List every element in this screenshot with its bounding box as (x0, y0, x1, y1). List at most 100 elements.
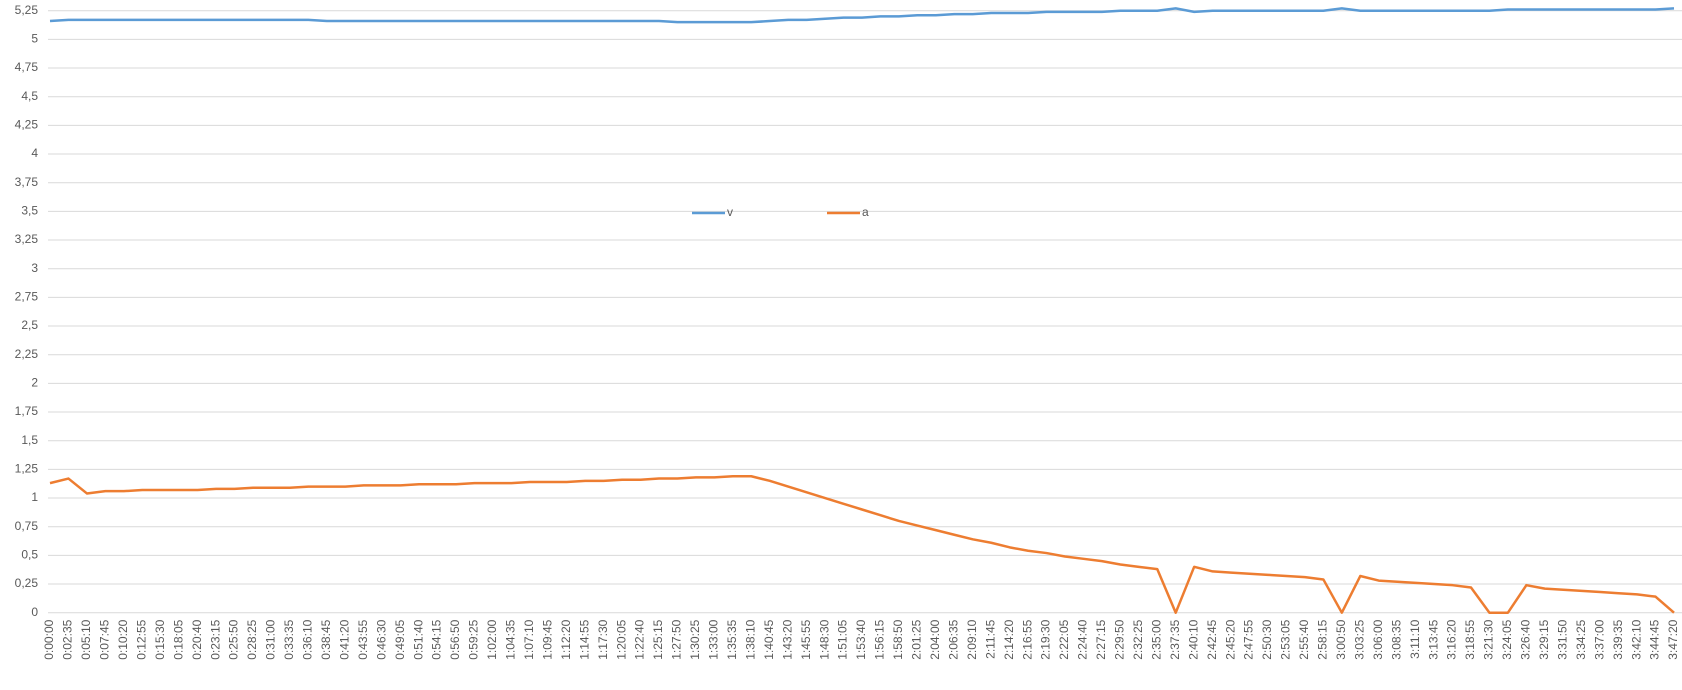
x-tick-label: 1:04:35 (504, 619, 518, 659)
x-tick-label: 1:45:55 (799, 619, 813, 659)
x-tick-label: 1:40:45 (762, 619, 776, 659)
x-tick-label: 1:30:25 (688, 619, 702, 659)
y-tick-label: 0,5 (21, 548, 38, 562)
x-tick-label: 0:31:00 (264, 619, 278, 659)
x-tick-label: 2:32:25 (1131, 619, 1145, 659)
y-tick-label: 4,5 (21, 89, 38, 103)
x-tick-label: 1:14:55 (577, 619, 591, 659)
x-tick-label: 1:17:30 (596, 619, 610, 659)
x-tick-label: 1:58:50 (891, 619, 905, 659)
x-tick-label: 0:43:55 (356, 619, 370, 659)
x-tick-label: 1:02:00 (485, 619, 499, 659)
x-tick-label: 3:03:25 (1352, 619, 1366, 659)
x-tick-label: 2:47:55 (1242, 619, 1256, 659)
x-tick-label: 1:43:20 (780, 619, 794, 659)
x-tick-label: 2:27:15 (1094, 619, 1108, 659)
x-tick-label: 0:56:50 (448, 619, 462, 659)
x-tick-label: 1:09:45 (540, 619, 554, 659)
x-tick-label: 2:06:35 (946, 619, 960, 659)
x-tick-label: 2:58:15 (1316, 619, 1330, 659)
y-tick-label: 3,75 (15, 175, 39, 189)
y-tick-label: 3,25 (15, 232, 39, 246)
x-tick-label: 0:02:35 (61, 619, 75, 659)
y-tick-label: 5,25 (15, 3, 39, 17)
x-tick-label: 0:05:10 (79, 619, 93, 659)
x-tick-label: 2:04:00 (928, 619, 942, 659)
x-tick-label: 2:19:30 (1039, 619, 1053, 659)
x-tick-label: 3:24:05 (1500, 619, 1514, 659)
x-tick-label: 2:50:30 (1260, 619, 1274, 659)
x-tick-label: 3:06:00 (1371, 619, 1385, 659)
x-tick-label: 3:21:30 (1482, 619, 1496, 659)
x-tick-label: 2:53:05 (1279, 619, 1293, 659)
legend-label: v (727, 205, 733, 219)
x-tick-label: 1:38:10 (743, 619, 757, 659)
x-tick-label: 0:33:35 (282, 619, 296, 659)
y-tick-label: 0,25 (15, 576, 39, 590)
x-tick-label: 2:11:45 (983, 619, 997, 658)
x-tick-label: 2:55:40 (1297, 619, 1311, 659)
y-tick-label: 0,75 (15, 519, 39, 533)
y-tick-label: 1 (31, 490, 38, 504)
x-tick-label: 2:24:40 (1076, 619, 1090, 659)
x-tick-label: 0:23:15 (208, 619, 222, 659)
x-tick-label: 1:35:35 (725, 619, 739, 659)
x-tick-label: 2:35:00 (1149, 619, 1163, 659)
x-tick-label: 0:10:20 (116, 619, 130, 659)
x-tick-label: 0:25:50 (227, 619, 241, 659)
x-tick-label: 2:29:50 (1113, 619, 1127, 659)
y-tick-label: 4,25 (15, 118, 39, 132)
y-tick-label: 4 (31, 146, 38, 160)
x-tick-label: 3:42:10 (1629, 619, 1643, 659)
x-tick-label: 2:40:10 (1186, 619, 1200, 659)
series-line (49, 475, 1675, 614)
x-tick-label: 0:15:30 (153, 619, 167, 659)
y-tick-label: 1,5 (21, 433, 38, 447)
x-tick-label: 2:42:45 (1205, 619, 1219, 659)
x-tick-label: 1:53:40 (854, 619, 868, 659)
x-tick-label: 1:20:05 (614, 619, 628, 659)
y-tick-label: 2 (31, 376, 38, 390)
x-tick-label: 0:18:05 (171, 619, 185, 659)
y-tick-label: 4,75 (15, 60, 39, 74)
x-tick-label: 1:07:10 (522, 619, 536, 659)
x-tick-label: 3:18:55 (1463, 619, 1477, 659)
x-tick-label: 3:44:45 (1648, 619, 1662, 659)
x-tick-label: 0:59:25 (467, 619, 481, 659)
y-tick-label: 5 (31, 32, 38, 46)
y-tick-label: 1,75 (15, 404, 39, 418)
x-tick-label: 3:16:20 (1445, 619, 1459, 659)
x-tick-label: 2:22:05 (1057, 619, 1071, 659)
x-tick-label: 1:56:15 (873, 619, 887, 659)
series-line (49, 7, 1675, 24)
x-tick-label: 0:38:45 (319, 619, 333, 659)
x-tick-label: 0:07:45 (98, 619, 112, 659)
x-tick-label: 3:39:35 (1611, 619, 1625, 659)
x-tick-label: 3:11:10 (1408, 619, 1422, 658)
x-tick-label: 2:16:55 (1020, 619, 1034, 659)
y-tick-label: 0 (31, 605, 38, 619)
x-tick-label: 1:25:15 (651, 619, 665, 659)
x-tick-label: 3:26:40 (1519, 619, 1533, 659)
x-tick-label: 0:49:05 (393, 619, 407, 659)
x-tick-label: 2:37:35 (1168, 619, 1182, 659)
x-tick-label: 0:51:40 (411, 619, 425, 659)
x-tick-label: 3:37:00 (1592, 619, 1606, 659)
x-tick-label: 0:41:20 (337, 619, 351, 659)
x-tick-label: 0:20:40 (190, 619, 204, 659)
y-tick-label: 2,5 (21, 318, 38, 332)
x-tick-label: 2:09:10 (965, 619, 979, 659)
x-tick-label: 1:33:00 (707, 619, 721, 659)
x-tick-label: 3:13:45 (1426, 619, 1440, 659)
x-tick-label: 2:01:25 (910, 619, 924, 659)
x-tick-label: 1:22:40 (633, 619, 647, 659)
x-tick-label: 1:48:30 (817, 619, 831, 659)
x-tick-label: 0:54:15 (430, 619, 444, 659)
x-tick-label: 0:00:00 (42, 619, 56, 659)
x-tick-label: 3:08:35 (1389, 619, 1403, 659)
x-tick-label: 1:27:50 (670, 619, 684, 659)
x-tick-label: 0:46:30 (374, 619, 388, 659)
x-tick-label: 3:29:15 (1537, 619, 1551, 659)
